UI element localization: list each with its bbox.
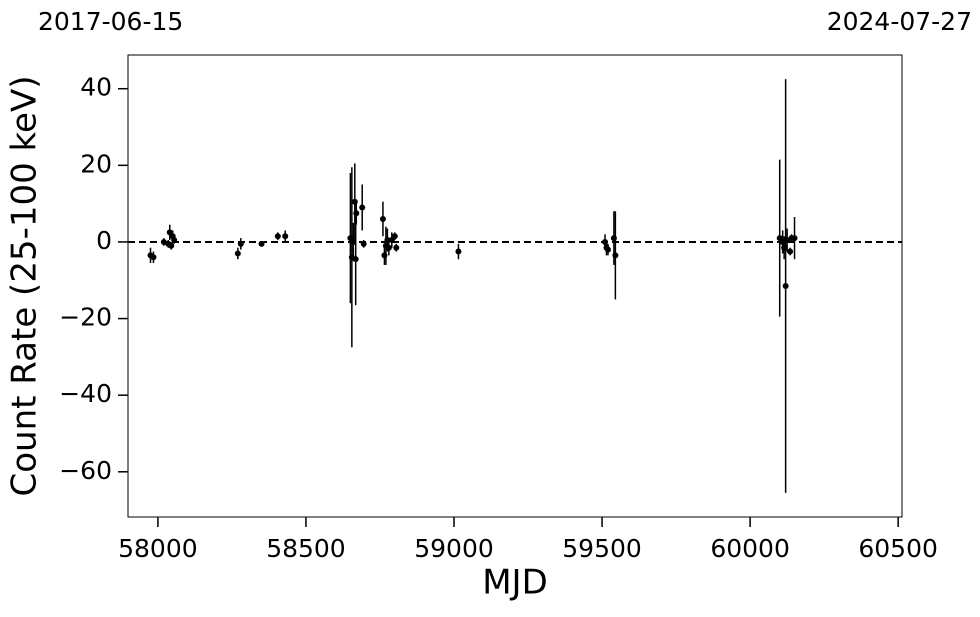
data-point [791, 235, 798, 242]
annotation-left: 2017-06-15 [38, 7, 183, 36]
data-point [385, 244, 392, 251]
data-point [353, 210, 360, 217]
data-point [787, 248, 794, 255]
data-point [393, 244, 400, 251]
data-point [274, 233, 281, 240]
x-tick-label: 60500 [858, 534, 938, 563]
data-point [391, 233, 398, 240]
data-point [237, 240, 244, 247]
y-tick-label: 40 [80, 73, 112, 102]
data-point [282, 233, 289, 240]
data-point [168, 242, 175, 249]
annotation-right: 2024-07-27 [827, 7, 972, 36]
plot-frame [127, 54, 903, 518]
data-point [359, 204, 366, 211]
data-point [350, 238, 357, 245]
x-tick-label: 58500 [266, 534, 346, 563]
x-tick-label: 59500 [562, 534, 642, 563]
data-point [604, 246, 611, 253]
y-tick-label: 0 [96, 226, 112, 255]
data-point [352, 256, 359, 263]
y-tick-label: −20 [59, 303, 112, 332]
data-point [234, 250, 241, 257]
data-point [150, 254, 157, 261]
data-point [782, 283, 789, 289]
data-point [171, 237, 178, 244]
data-point [612, 252, 619, 259]
x-tick-label: 60000 [710, 534, 790, 563]
x-tick-label: 59000 [414, 534, 494, 563]
x-axis-label: MJD [482, 563, 548, 603]
data-point [379, 215, 386, 222]
x-tick-label: 58000 [118, 534, 198, 563]
data-point [258, 240, 265, 247]
data-point [360, 240, 367, 247]
data-point [455, 248, 462, 255]
y-tick-label: 20 [80, 149, 112, 178]
y-axis-label: Count Rate (25-100 keV) [5, 76, 45, 497]
y-tick-label: −40 [59, 379, 112, 408]
y-tick-label: −60 [59, 456, 112, 485]
